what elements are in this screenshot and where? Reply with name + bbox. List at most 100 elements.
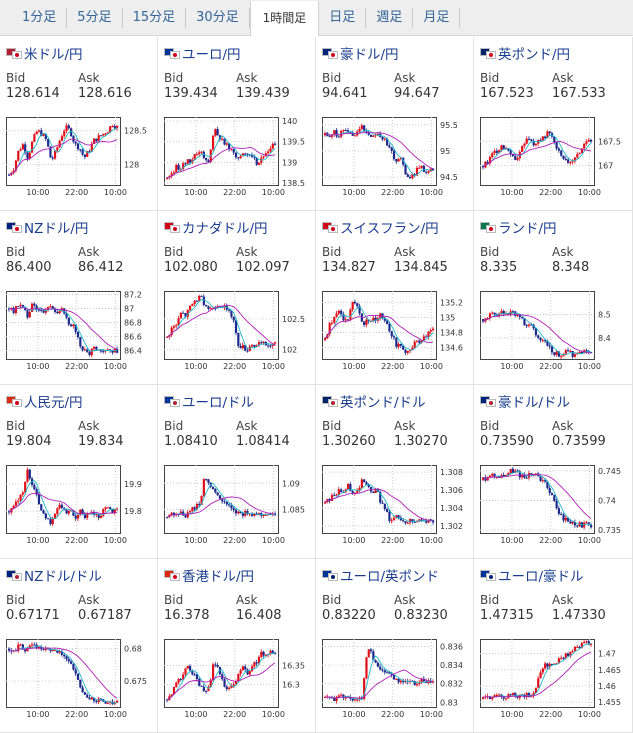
candle: [324, 338, 327, 341]
candle: [198, 295, 201, 302]
candle: [397, 343, 400, 347]
candle: [79, 679, 82, 688]
candle: [534, 687, 538, 693]
tab-2[interactable]: 15分足: [123, 7, 187, 28]
rate-chart[interactable]: 0.745 0.74 0.735 10:00 22:00 10:00: [480, 465, 625, 547]
candle: [353, 699, 357, 701]
candle: [509, 694, 512, 696]
rate-chart[interactable]: 95.5 95 94.5 10:00 22:00 10:00: [322, 117, 467, 199]
pair-title-link[interactable]: ランド/円: [480, 217, 557, 237]
rate-chart[interactable]: 0.68 0.675 10:00 22:00 10:00: [6, 639, 151, 721]
candle: [79, 509, 82, 515]
rate-chart[interactable]: 102.5 102 10:00 22:00 10:00: [164, 291, 309, 373]
candle: [432, 520, 435, 523]
candle: [399, 680, 403, 683]
pair-name: 英ポンド/ドル: [340, 395, 426, 411]
candle: [74, 669, 77, 674]
candle: [427, 680, 430, 683]
candle: [386, 320, 389, 324]
candle: [367, 484, 370, 487]
ask-value: 139.439: [236, 86, 290, 101]
tab-0[interactable]: 1分足: [12, 7, 68, 28]
currency-flag-icon: [6, 395, 22, 407]
pair-title-link[interactable]: NZドル/ドル: [6, 565, 102, 585]
rate-chart[interactable]: 16.35 16.3 10:00 22:00 10:00: [164, 639, 309, 721]
candle: [260, 342, 263, 344]
candle: [523, 143, 526, 146]
tab-6[interactable]: 週足: [366, 7, 414, 28]
pair-title-link[interactable]: ユーロ/ドル: [164, 391, 254, 411]
tab-5[interactable]: 日足: [319, 7, 367, 28]
pair-title-link[interactable]: 豪ドル/円: [322, 43, 399, 63]
chart-frame: [164, 639, 279, 708]
candle: [381, 137, 384, 140]
moving-average-short: [166, 135, 276, 179]
rate-chart[interactable]: 8.5 8.4 10:00 22:00 10:00: [480, 291, 625, 373]
candle: [111, 508, 114, 513]
pair-title-link[interactable]: ユーロ/円: [164, 43, 241, 63]
candle: [395, 678, 398, 680]
candle: [56, 649, 59, 653]
candle: [21, 144, 24, 150]
pair-title-link[interactable]: ユーロ/英ポンド: [322, 565, 439, 585]
candle: [72, 324, 75, 327]
candle: [19, 304, 22, 307]
candle: [56, 311, 59, 314]
candle: [578, 646, 581, 648]
candle: [93, 697, 96, 702]
pair-title-link[interactable]: 米ドル/円: [6, 43, 83, 63]
candle: [106, 702, 110, 704]
rate-chart[interactable]: 1.308 1.306 1.304 1.302 10:00 22:00 10:00: [322, 465, 467, 547]
pair-title-link[interactable]: ユーロ/豪ドル: [480, 565, 584, 585]
ask-label: Ask: [78, 419, 100, 433]
rate-chart[interactable]: 0.836 0.834 0.832 0.83 10:00 22:00 10:00: [322, 639, 467, 721]
rate-chart[interactable]: 19.9 19.8 10:00 22:00 10:00: [6, 465, 151, 547]
candle: [170, 173, 173, 177]
tab-7[interactable]: 月足: [413, 7, 461, 28]
candle: [35, 489, 38, 495]
rate-chart[interactable]: 1.47 1.465 1.46 1.455 10:00 22:00 10:00: [480, 639, 625, 721]
chart-frame: [164, 291, 279, 360]
tab-4[interactable]: 1時間足: [249, 0, 320, 36]
candle: [532, 692, 535, 696]
tab-1[interactable]: 5分足: [67, 7, 123, 28]
candle: [557, 148, 561, 151]
candle: [65, 656, 68, 660]
ask-label: Ask: [236, 71, 258, 85]
rate-chart[interactable]: 135.2 135 134.8 134.6 10:00 22:00 10:00: [322, 291, 467, 373]
pair-title-link[interactable]: 香港ドル/円: [164, 565, 254, 585]
candle: [86, 151, 89, 157]
candle: [17, 500, 20, 502]
rate-chart[interactable]: 87.2 87 86.8 86.6 86.4 10:00 22:00 10:00: [6, 291, 151, 373]
bid-label: Bid: [480, 419, 500, 433]
pair-title-link[interactable]: 豪ドル/ドル: [480, 391, 570, 411]
candle: [267, 345, 270, 347]
pair-title-link[interactable]: カナダドル/円: [164, 217, 268, 237]
candle: [415, 167, 419, 176]
candle: [225, 502, 228, 505]
pair-title-link[interactable]: スイスフラン/円: [322, 217, 439, 237]
rate-chart[interactable]: 1.09 1.085 10:00 22:00 10:00: [164, 465, 309, 547]
candle: [225, 686, 228, 689]
candle: [67, 317, 70, 325]
pair-title-link[interactable]: 英ポンド/ドル: [322, 391, 426, 411]
candle: [177, 318, 180, 326]
bid-value: 1.47315: [480, 608, 534, 623]
pair-title-link[interactable]: NZドル/円: [6, 217, 88, 237]
pair-title-link[interactable]: 英ポンド/円: [480, 43, 570, 63]
candle: [550, 664, 554, 666]
x-tick-label: 22:00: [223, 710, 246, 719]
tab-3[interactable]: 30分足: [186, 7, 250, 28]
rate-chart[interactable]: 167.5 167 10:00 22:00 10:00: [480, 117, 625, 199]
candle: [383, 318, 386, 321]
x-tick-label: 10:00: [184, 536, 207, 545]
candle: [365, 131, 368, 133]
x-tick-label: 10:00: [420, 536, 443, 545]
pair-title-link[interactable]: 人民元/円: [6, 391, 83, 411]
candle: [53, 513, 57, 519]
x-tick-label: 10:00: [420, 362, 443, 371]
rate-chart[interactable]: 128.5 128 10:00 22:00 10:00: [6, 117, 151, 199]
candle: [573, 521, 577, 526]
rate-chart[interactable]: 140 139.5 139 138.5 10:00 22:00 10:00: [164, 117, 309, 199]
candle: [21, 304, 24, 307]
